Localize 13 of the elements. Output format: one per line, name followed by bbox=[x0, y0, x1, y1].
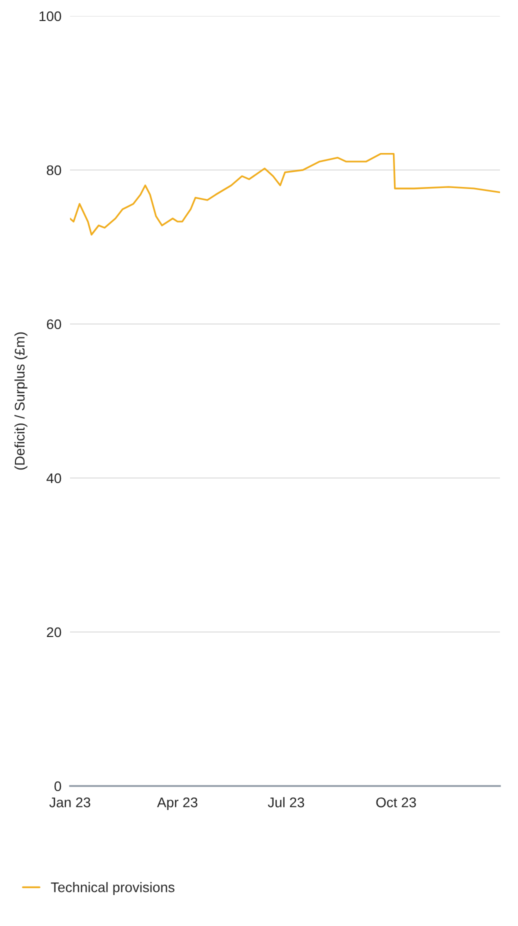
x-tick-label: Jul 23 bbox=[268, 797, 304, 808]
y-tick-label: 20 bbox=[46, 627, 62, 638]
y-tick-label: 0 bbox=[54, 781, 62, 792]
line-series bbox=[70, 152, 500, 236]
x-tick-label: Apr 23 bbox=[157, 797, 198, 810]
y-tick-label: 60 bbox=[46, 319, 62, 330]
y-tick-label: 40 bbox=[46, 473, 62, 484]
y-tick-label: 80 bbox=[46, 165, 62, 176]
x-tick-label: Oct 23 bbox=[376, 797, 416, 808]
y-axis-title: (Deficit) / Surplus (£m) bbox=[14, 332, 28, 470]
y-tick-label: 100 bbox=[40, 11, 62, 22]
x-tick-label: Jan 23 bbox=[49, 797, 90, 808]
legend-label: Technical provisions bbox=[50, 882, 174, 895]
